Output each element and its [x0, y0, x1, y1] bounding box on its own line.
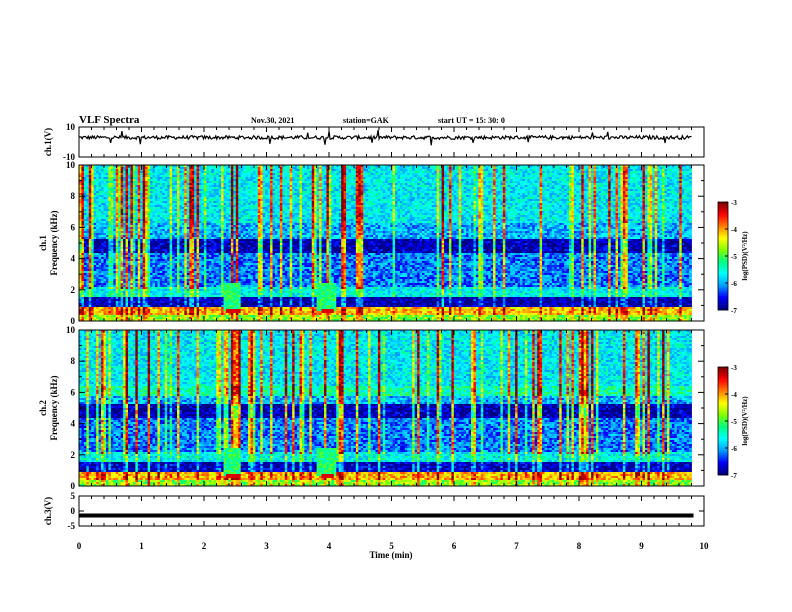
ch1-spectrogram-image [79, 165, 692, 321]
start-time-label: start UT = 15: 30: 0 [438, 116, 505, 125]
chart-title: VLF Spectra [79, 114, 140, 126]
date-label: Nov.30, 2021 [251, 116, 294, 125]
ch1-ylabel: ch.1(V) [43, 128, 53, 156]
ch1-waveform-panel: 10-10 ch.1(V) [43, 122, 704, 162]
ch1-y-ticks: 10-10 [63, 122, 76, 162]
station-label: station=GAK [343, 116, 390, 125]
y-tick-label: 10 [66, 122, 76, 132]
